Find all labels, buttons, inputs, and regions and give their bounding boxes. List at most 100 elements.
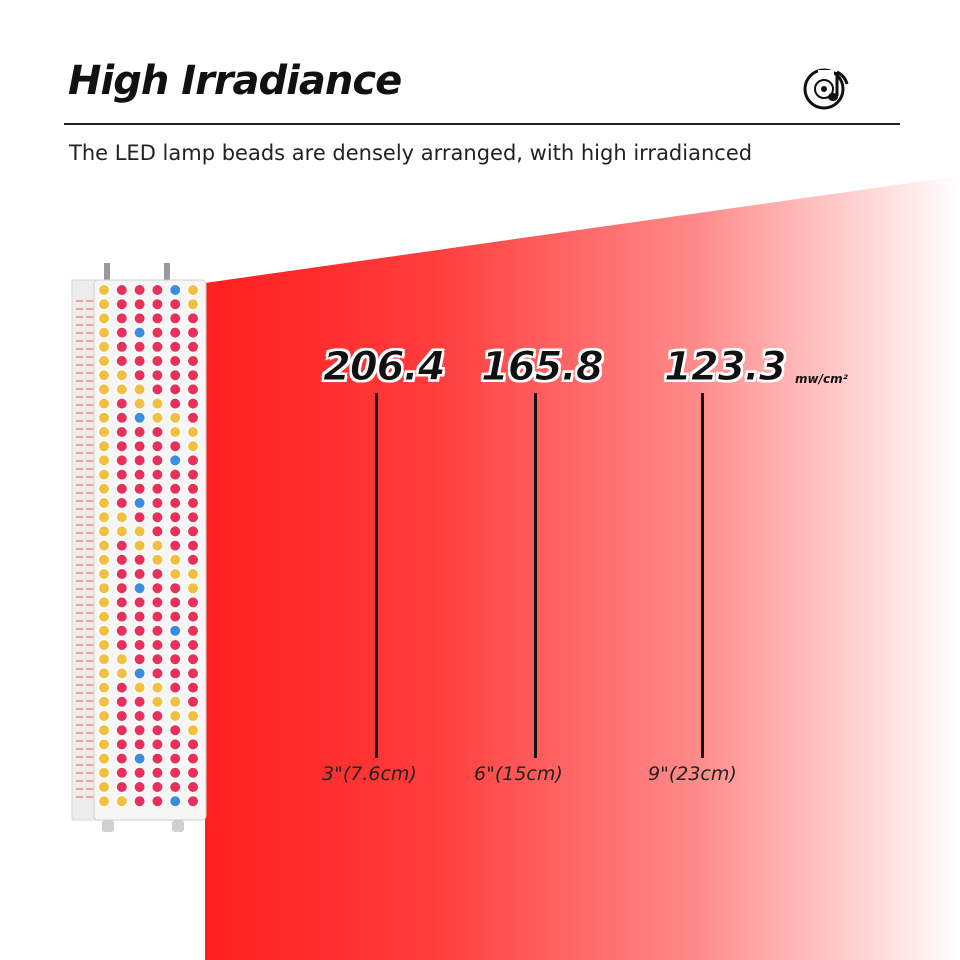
led-bead xyxy=(151,766,164,779)
led-bead xyxy=(168,709,182,723)
led-bead xyxy=(133,340,146,354)
led-bead xyxy=(97,468,111,481)
vent-slot xyxy=(86,332,93,334)
vent-slot xyxy=(76,780,83,782)
led-bead xyxy=(133,766,146,779)
led-bead xyxy=(168,638,182,652)
led-bead xyxy=(168,553,182,566)
vent-slot xyxy=(86,596,93,598)
vent-slot xyxy=(76,708,83,710)
vent-slot xyxy=(76,324,83,326)
vent-slot xyxy=(86,628,93,630)
led-bead xyxy=(97,454,111,467)
vent-slot xyxy=(76,636,83,638)
led-bead xyxy=(97,525,111,538)
vent-slot xyxy=(86,508,93,510)
vent-slot xyxy=(76,308,83,310)
vent-slot xyxy=(86,604,93,606)
vent-slot xyxy=(76,700,83,702)
led-bead xyxy=(115,752,129,765)
led-bead xyxy=(97,795,111,808)
led-bead xyxy=(186,638,200,652)
vent-slot xyxy=(86,788,93,790)
vent-slot xyxy=(76,628,83,630)
led-bead xyxy=(168,780,182,794)
vent-slot xyxy=(76,740,83,742)
vent-slot xyxy=(86,668,93,670)
vent-slot xyxy=(76,732,83,734)
led-bead xyxy=(115,425,129,439)
led-bead xyxy=(151,383,164,396)
led-bead xyxy=(151,752,164,765)
led-bead xyxy=(168,667,182,680)
led-bead xyxy=(133,439,146,453)
led-bead xyxy=(115,326,129,339)
led-bead xyxy=(133,738,146,751)
vent-slot xyxy=(86,396,93,398)
vent-slot xyxy=(86,636,93,638)
led-bead xyxy=(97,496,111,510)
vent-slot xyxy=(86,316,93,318)
led-bead xyxy=(133,354,146,368)
led-bead xyxy=(115,454,129,467)
led-bead xyxy=(97,780,111,794)
led-bead xyxy=(115,738,129,751)
led-bead xyxy=(168,482,182,495)
vent-slot xyxy=(86,516,93,518)
led-bead xyxy=(186,482,200,495)
led-bead xyxy=(168,283,182,297)
led-bead xyxy=(115,468,129,481)
mount-knob xyxy=(104,263,110,283)
led-bead xyxy=(168,582,182,595)
led-bead xyxy=(168,439,182,453)
vent-slot xyxy=(86,652,93,654)
led-bead xyxy=(151,582,164,595)
vent-slot xyxy=(86,404,93,406)
led-bead xyxy=(168,610,182,623)
led-bead xyxy=(168,468,182,481)
vent-slot xyxy=(76,684,83,686)
vent-slot xyxy=(86,644,93,646)
led-bead xyxy=(133,695,146,708)
led-bead xyxy=(115,340,129,354)
vent-slot xyxy=(76,604,83,606)
vent-slot xyxy=(76,388,83,390)
led-bead xyxy=(151,454,164,467)
vent-slot xyxy=(76,492,83,494)
led-bead xyxy=(97,738,111,751)
led-bead xyxy=(133,383,146,396)
led-bead xyxy=(186,283,200,297)
led-bead xyxy=(97,383,111,396)
led-bead xyxy=(151,397,164,410)
vent-slot xyxy=(76,660,83,662)
led-bead xyxy=(168,411,182,424)
vent-slot xyxy=(76,548,83,550)
vent-slot xyxy=(76,644,83,646)
page-title: High Irradiance xyxy=(68,58,402,104)
led-bead xyxy=(151,738,164,751)
vent-slot xyxy=(76,652,83,654)
vent-slot xyxy=(76,452,83,454)
led-bead xyxy=(133,312,146,325)
led-bead xyxy=(97,326,111,339)
vent-slot xyxy=(86,500,93,502)
led-bead xyxy=(115,695,129,708)
vent-slot xyxy=(86,484,93,486)
title-divider xyxy=(64,123,900,125)
led-bead xyxy=(151,511,164,524)
vent-slot xyxy=(86,388,93,390)
mount-knob xyxy=(164,263,170,283)
led-bead xyxy=(186,496,200,510)
led-bead xyxy=(115,582,129,595)
led-bead xyxy=(151,354,164,368)
led-bead xyxy=(115,298,129,311)
led-bead xyxy=(115,638,129,652)
led-bead xyxy=(168,425,182,439)
led-bead xyxy=(97,312,111,325)
vent-slot xyxy=(86,660,93,662)
led-bead xyxy=(151,326,164,339)
led-bead xyxy=(115,596,129,609)
vent-slot xyxy=(76,412,83,414)
led-bead xyxy=(168,340,182,354)
distance-label-1: 3"(7.6cm) xyxy=(322,763,417,785)
